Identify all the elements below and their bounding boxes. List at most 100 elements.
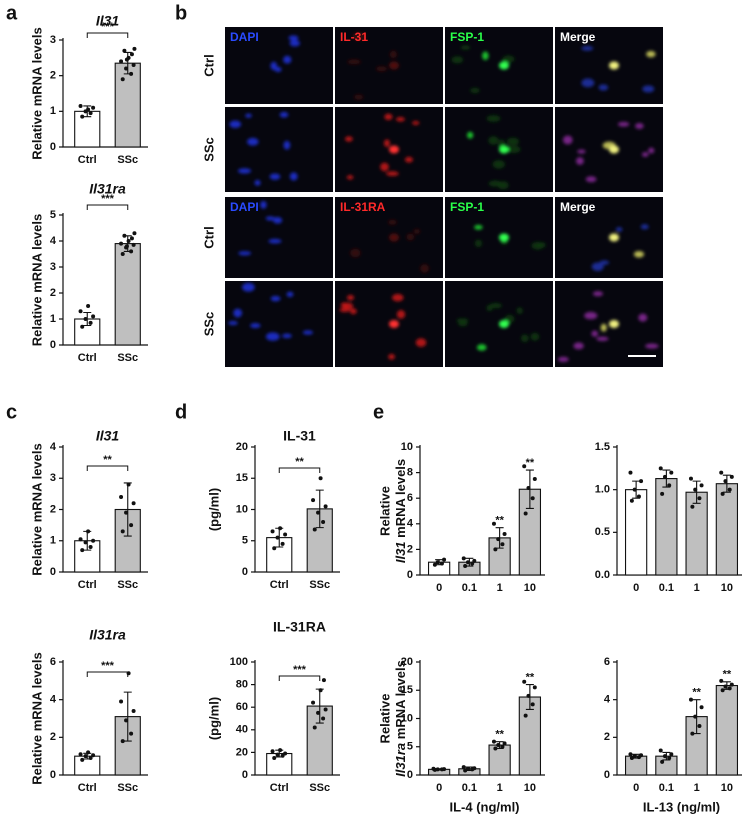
x-tick-label: 10 bbox=[524, 582, 536, 594]
cell bbox=[245, 113, 252, 118]
cell bbox=[289, 40, 301, 47]
data-point bbox=[312, 527, 317, 532]
cell bbox=[507, 137, 520, 146]
significance-bracket bbox=[86, 465, 129, 471]
data-point bbox=[80, 324, 85, 329]
data-point bbox=[500, 744, 505, 749]
cells bbox=[467, 115, 521, 190]
y-axis-label: Relative bbox=[377, 486, 392, 536]
cell bbox=[640, 224, 649, 230]
data-point bbox=[502, 532, 507, 537]
cell bbox=[395, 117, 406, 122]
data-point bbox=[727, 487, 732, 492]
y-tick-label: 1 bbox=[50, 535, 56, 547]
cell bbox=[380, 162, 389, 172]
data-point bbox=[126, 239, 131, 243]
data-point bbox=[120, 77, 125, 82]
data-point bbox=[129, 249, 134, 254]
data-point bbox=[132, 46, 137, 51]
cells bbox=[238, 201, 283, 256]
y-tick-label: 60 bbox=[236, 701, 248, 713]
data-point bbox=[658, 466, 663, 471]
y-tick-label: 0 bbox=[604, 769, 610, 781]
data-point bbox=[493, 746, 498, 751]
chart-title: Il31 bbox=[96, 13, 120, 29]
data-point bbox=[432, 562, 437, 567]
x-tick-label: Ctrl bbox=[270, 782, 289, 794]
cells bbox=[270, 35, 301, 73]
data-point bbox=[321, 678, 326, 683]
x-axis-label: IL-13 (ng/ml) bbox=[643, 799, 720, 814]
cell bbox=[389, 145, 399, 154]
x-tick-label: 10 bbox=[721, 782, 733, 794]
data-point bbox=[88, 111, 93, 116]
data-point bbox=[122, 48, 127, 53]
bar bbox=[715, 684, 739, 776]
data-point bbox=[723, 479, 728, 484]
y-tick-label: 0 bbox=[50, 339, 56, 351]
data-point bbox=[719, 678, 724, 683]
data-point bbox=[311, 700, 316, 705]
cell bbox=[592, 291, 604, 297]
cell bbox=[238, 251, 252, 256]
x-tick-label: 0.1 bbox=[462, 582, 477, 594]
error-bar bbox=[722, 474, 731, 493]
data-point bbox=[283, 532, 288, 537]
significance-star: ** bbox=[526, 672, 535, 684]
cell bbox=[346, 175, 354, 180]
data-point bbox=[719, 470, 724, 475]
cell bbox=[389, 61, 399, 70]
data-point bbox=[461, 556, 466, 561]
cell bbox=[460, 45, 471, 50]
data-point bbox=[120, 252, 125, 256]
y-tick-label: 2 bbox=[407, 543, 413, 555]
data-point bbox=[660, 491, 665, 496]
data-point bbox=[727, 686, 732, 691]
significance-star: ** bbox=[526, 457, 535, 469]
data-point bbox=[496, 537, 501, 542]
y-tick-label: 15 bbox=[236, 472, 248, 484]
column-label: DAPI bbox=[230, 30, 259, 44]
significance-star: ** bbox=[692, 687, 701, 699]
data-point bbox=[119, 59, 124, 64]
cell bbox=[499, 61, 509, 70]
cell bbox=[233, 308, 243, 318]
data-point bbox=[119, 699, 124, 704]
row-label: Ctrl bbox=[201, 226, 216, 248]
x-tick-label: SSc bbox=[117, 154, 138, 166]
x-tick-label: 1 bbox=[694, 582, 700, 594]
data-point bbox=[502, 741, 507, 746]
cell bbox=[609, 320, 619, 328]
cell bbox=[386, 171, 399, 177]
x-tick-label: Ctrl bbox=[78, 352, 97, 364]
y-tick-label: 20 bbox=[236, 441, 248, 453]
cell bbox=[499, 145, 509, 154]
cell bbox=[577, 149, 586, 154]
data-point bbox=[662, 754, 667, 759]
cell bbox=[349, 308, 357, 315]
x-tick-label: 1 bbox=[497, 582, 503, 594]
data-point bbox=[88, 545, 93, 549]
cell bbox=[270, 295, 281, 302]
data-point bbox=[78, 103, 83, 108]
data-point bbox=[526, 485, 531, 490]
cells bbox=[228, 282, 314, 341]
data-point bbox=[461, 765, 466, 770]
cell bbox=[281, 333, 292, 339]
cell bbox=[420, 264, 430, 273]
bar bbox=[624, 755, 648, 776]
data-point bbox=[278, 748, 283, 753]
data-point bbox=[278, 526, 283, 531]
cell bbox=[599, 260, 610, 265]
data-point bbox=[669, 470, 674, 475]
cell bbox=[467, 131, 474, 139]
data-point bbox=[523, 511, 528, 516]
cell bbox=[530, 332, 540, 341]
data-point bbox=[465, 766, 470, 771]
y-axis-label: Relative bbox=[377, 694, 392, 744]
cell bbox=[591, 330, 599, 337]
data-point bbox=[697, 496, 702, 501]
data-point bbox=[86, 107, 91, 112]
data-point bbox=[662, 474, 667, 479]
cell bbox=[347, 59, 361, 65]
